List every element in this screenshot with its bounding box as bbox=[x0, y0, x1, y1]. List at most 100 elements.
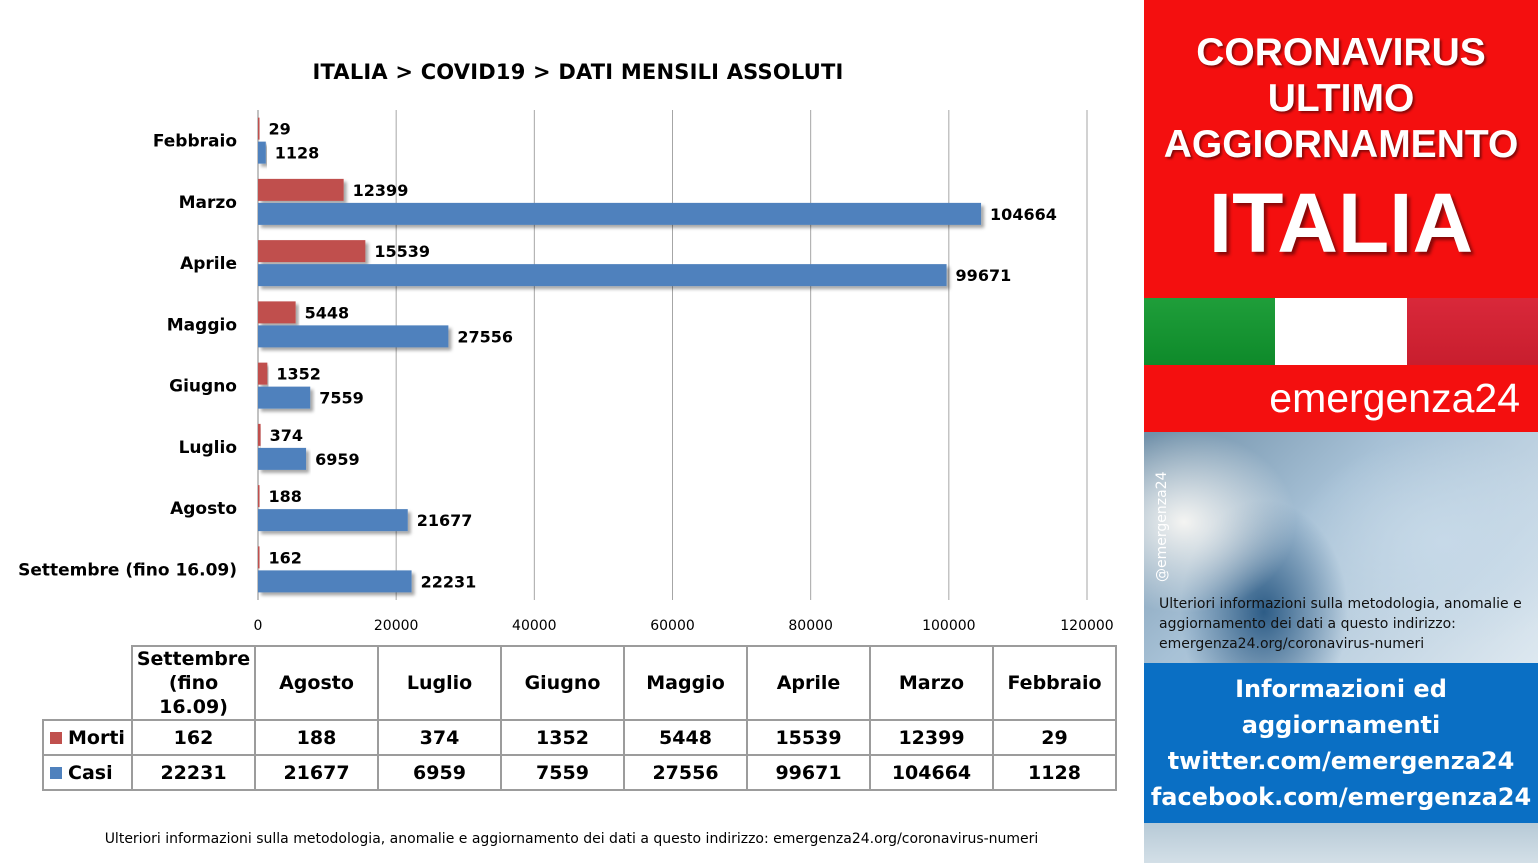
table-cell: 374 bbox=[377, 719, 502, 756]
data-label: 5448 bbox=[305, 303, 350, 322]
flag-red-stripe bbox=[1407, 298, 1538, 365]
table-cell: 1352 bbox=[500, 719, 625, 756]
data-label: 7559 bbox=[319, 389, 364, 408]
data-label: 12399 bbox=[353, 181, 409, 200]
brand-bar: emergenza24 bbox=[1144, 365, 1538, 432]
legend-key-morti bbox=[50, 731, 62, 744]
table-row-casi: Casi 22231 21677 6959 7559 27556 99671 1… bbox=[42, 754, 1117, 791]
table-cell: 21677 bbox=[254, 754, 379, 791]
bar-casi bbox=[258, 264, 947, 287]
bar-casi bbox=[258, 325, 449, 348]
x-tick-label: 80000 bbox=[788, 618, 833, 634]
flag-white-stripe bbox=[1275, 298, 1407, 365]
table-cell: 162 bbox=[131, 719, 256, 756]
category-label: Giugno bbox=[169, 377, 237, 397]
data-label: 22231 bbox=[421, 572, 477, 591]
table-row-morti: Morti 162 188 374 1352 5448 15539 12399 … bbox=[42, 719, 1117, 756]
category-label: Agosto bbox=[170, 499, 237, 519]
legend-casi: Casi bbox=[42, 754, 133, 791]
social-handle: @emergenza24 bbox=[1154, 471, 1170, 583]
bar-casi bbox=[258, 570, 412, 593]
chart-title: ITALIA > COVID19 > DATI MENSILI ASSOLUTI bbox=[312, 60, 844, 84]
headline-banner: CORONAVIRUS ULTIMO AGGIORNAMENTO ITALIA bbox=[1144, 0, 1538, 298]
table-cell: 188 bbox=[254, 719, 379, 756]
table-cell: 29 bbox=[992, 719, 1117, 756]
data-label: 27556 bbox=[457, 327, 513, 346]
category-label: Luglio bbox=[179, 438, 237, 458]
headline-line-3: AGGIORNAMENTO bbox=[1163, 123, 1519, 166]
table-header-cell: Marzo bbox=[869, 645, 994, 721]
bottom-strip bbox=[1144, 823, 1538, 863]
x-tick-label: 20000 bbox=[374, 618, 419, 634]
table-cell: 6959 bbox=[377, 754, 502, 791]
x-tick-label: 0 bbox=[254, 618, 263, 634]
bar-casi bbox=[258, 447, 307, 470]
bar-morti bbox=[258, 362, 268, 385]
bar-morti bbox=[258, 178, 344, 201]
data-label: 1128 bbox=[275, 144, 320, 163]
bar-casi bbox=[258, 202, 982, 225]
category-label: Febbraio bbox=[153, 132, 237, 152]
table-header-cell: Aprile bbox=[746, 645, 871, 721]
italian-flag bbox=[1144, 298, 1538, 365]
country-name: ITALIA bbox=[1208, 176, 1474, 270]
x-tick-label: 40000 bbox=[512, 618, 557, 634]
table-cell: 5448 bbox=[623, 719, 748, 756]
bar-morti bbox=[258, 423, 261, 446]
data-label: 1352 bbox=[276, 365, 321, 384]
bar-casi bbox=[258, 509, 408, 532]
data-label: 99671 bbox=[956, 266, 1012, 285]
data-label: 104664 bbox=[990, 205, 1057, 224]
table-header-cell: Maggio bbox=[623, 645, 748, 721]
bar-morti bbox=[258, 485, 260, 508]
table-cell: 104664 bbox=[869, 754, 994, 791]
x-tick-label: 60000 bbox=[650, 618, 695, 634]
data-label: 374 bbox=[270, 426, 303, 445]
data-label: 21677 bbox=[417, 511, 473, 530]
category-label: Marzo bbox=[179, 193, 237, 213]
category-label: Aprile bbox=[180, 254, 237, 274]
headline-line-1: CORONAVIRUS bbox=[1196, 31, 1486, 74]
table-cell: 15539 bbox=[746, 719, 871, 756]
table-cell: 1128 bbox=[992, 754, 1117, 791]
background-photo: @emergenza24 Ulteriori informazioni sull… bbox=[1144, 432, 1538, 663]
facebook-link[interactable]: facebook.com/emergenza24 bbox=[1150, 783, 1532, 811]
brand-logo: emergenza24 bbox=[1269, 375, 1520, 421]
table-header-cell: Luglio bbox=[377, 645, 502, 721]
legend-label-casi: Casi bbox=[68, 761, 113, 784]
contact-line: Informazioni ed bbox=[1235, 675, 1447, 703]
data-table: Settembre (fino 16.09) Agosto Luglio Giug… bbox=[42, 645, 1117, 791]
x-tick-label: 100000 bbox=[922, 618, 975, 634]
data-label: 188 bbox=[269, 487, 302, 506]
bar-chart: 0 20000 40000 60000 80000 100000 120000 Febbrai… bbox=[18, 110, 1114, 634]
twitter-link[interactable]: twitter.com/emergenza24 bbox=[1167, 747, 1515, 775]
table-corner bbox=[43, 646, 132, 720]
table-header-cell: Agosto bbox=[254, 645, 379, 721]
data-label: 162 bbox=[269, 548, 302, 567]
table-header-cell: Febbraio bbox=[992, 645, 1117, 721]
bar-morti bbox=[258, 240, 366, 263]
data-label: 6959 bbox=[315, 450, 360, 469]
category-label: Settembre (fino 16.09) bbox=[18, 560, 237, 580]
side-panel: CORONAVIRUS ULTIMO AGGIORNAMENTO ITALIA … bbox=[1144, 0, 1538, 863]
headline-line-2: ULTIMO bbox=[1267, 77, 1415, 120]
bar-morti bbox=[258, 546, 260, 569]
bar-morti bbox=[258, 117, 260, 140]
bar-casi bbox=[258, 386, 311, 409]
table-cell: 22231 bbox=[131, 754, 256, 791]
contact-line: aggiornamenti bbox=[1241, 711, 1441, 739]
table-cell: 7559 bbox=[500, 754, 625, 791]
contact-box: Informazioni ed aggiornamenti twitter.co… bbox=[1144, 663, 1538, 823]
flag-green-stripe bbox=[1144, 298, 1275, 365]
legend-label-morti: Morti bbox=[68, 726, 125, 749]
data-label: 15539 bbox=[374, 242, 430, 261]
table-cell: 99671 bbox=[746, 754, 871, 791]
table-cell: 12399 bbox=[869, 719, 994, 756]
data-label: 29 bbox=[269, 120, 291, 139]
table-header-cell: Settembre (fino 16.09) bbox=[131, 645, 256, 721]
footer-note: Ulteriori informazioni sulla metodologia… bbox=[104, 831, 1039, 847]
category-label: Maggio bbox=[167, 315, 237, 335]
table-header-row: Settembre (fino 16.09) Agosto Luglio Giug… bbox=[43, 645, 1117, 721]
legend-morti: Morti bbox=[42, 719, 133, 756]
legend-key-casi bbox=[50, 766, 62, 779]
